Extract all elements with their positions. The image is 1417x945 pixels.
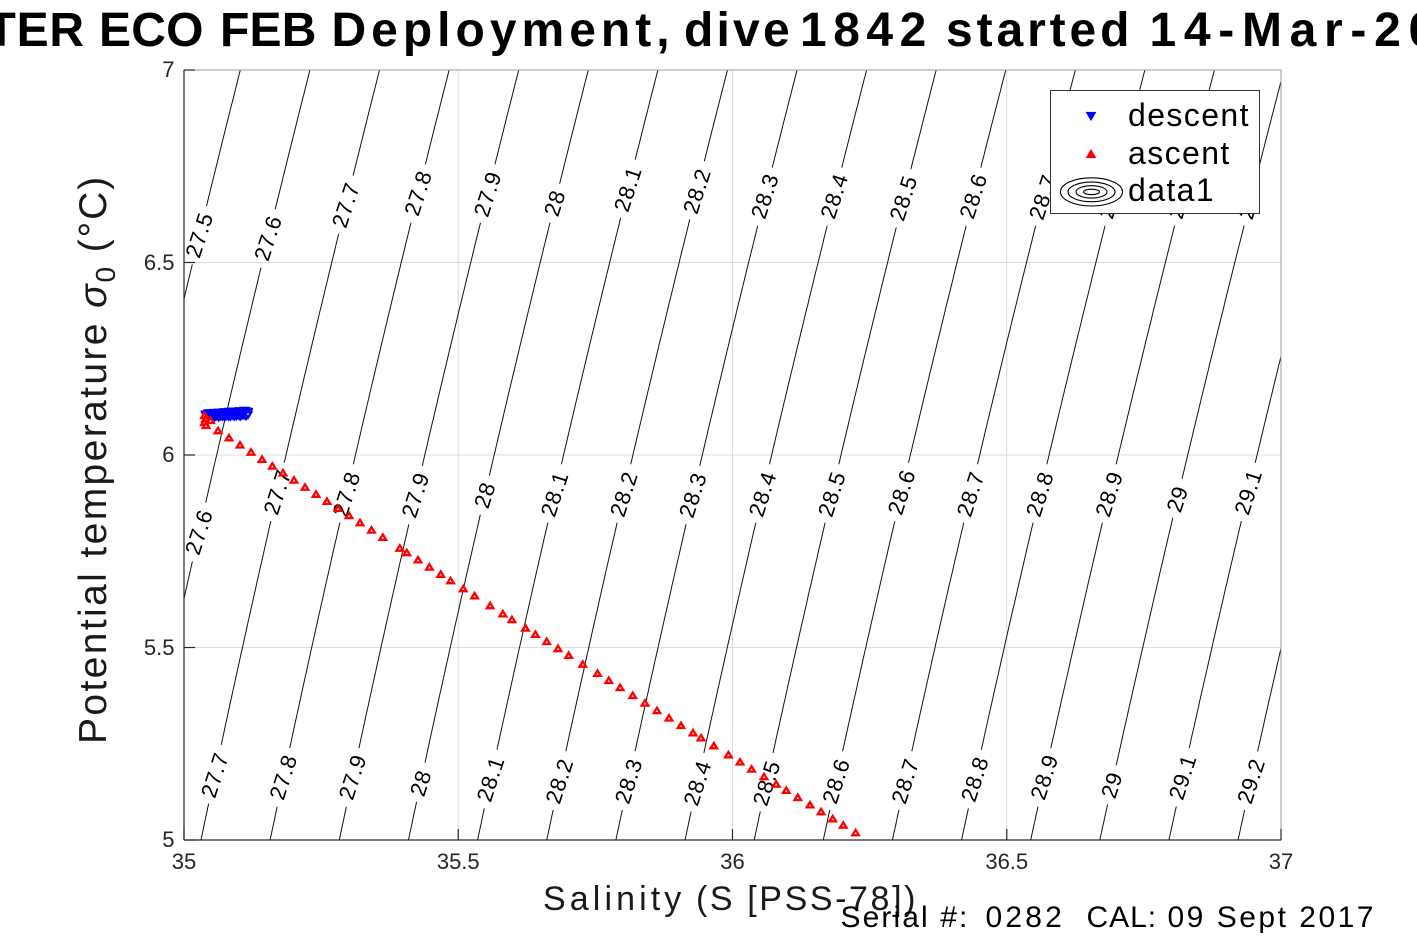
svg-text:28.7: 28.7 — [886, 755, 924, 807]
svg-text:28.4: 28.4 — [744, 468, 782, 520]
svg-text:27.9: 27.9 — [334, 751, 372, 803]
svg-text:28: 28 — [469, 479, 501, 512]
svg-text:27.8: 27.8 — [264, 751, 302, 803]
svg-text:29.1: 29.1 — [1164, 751, 1202, 803]
svg-text:28.6: 28.6 — [817, 755, 855, 807]
svg-text:29: 29 — [1161, 483, 1193, 516]
svg-text:27.6: 27.6 — [180, 506, 218, 558]
svg-text:28.5: 28.5 — [813, 468, 851, 520]
svg-text:29.1: 29.1 — [1229, 466, 1267, 518]
svg-text:27.9: 27.9 — [396, 469, 434, 521]
svg-text:27.7: 27.7 — [327, 179, 365, 231]
svg-text:28: 28 — [539, 187, 571, 220]
svg-text:27.7: 27.7 — [196, 749, 234, 801]
svg-text:28.2: 28.2 — [678, 165, 716, 217]
svg-text:28.9: 28.9 — [1090, 468, 1128, 520]
svg-text:27.7: 27.7 — [258, 466, 296, 518]
svg-text:27.8: 27.8 — [399, 167, 437, 219]
svg-text:28.5: 28.5 — [884, 172, 922, 224]
svg-text:27.5: 27.5 — [180, 209, 218, 261]
svg-text:29.2: 29.2 — [1232, 755, 1270, 807]
svg-text:27.9: 27.9 — [469, 168, 507, 220]
svg-text:28.8: 28.8 — [956, 753, 994, 805]
svg-text:28.1: 28.1 — [609, 163, 647, 215]
svg-text:28.3: 28.3 — [746, 170, 784, 222]
svg-text:27.6: 27.6 — [249, 212, 287, 264]
svg-text:28.9: 28.9 — [1025, 751, 1063, 803]
svg-text:28.6: 28.6 — [954, 170, 992, 222]
svg-text:28.1: 28.1 — [536, 468, 574, 520]
svg-text:28.6: 28.6 — [883, 466, 921, 518]
svg-text:28.4: 28.4 — [678, 757, 716, 809]
svg-text:28.2: 28.2 — [540, 755, 578, 807]
svg-text:28.4: 28.4 — [815, 170, 853, 222]
svg-text:28.8: 28.8 — [1021, 468, 1059, 520]
svg-text:28: 28 — [405, 767, 437, 800]
svg-text:28.2: 28.2 — [605, 468, 643, 520]
svg-text:28.7: 28.7 — [952, 468, 990, 520]
svg-text:29: 29 — [1096, 769, 1128, 802]
svg-text:28.5: 28.5 — [748, 757, 786, 809]
svg-text:28.1: 28.1 — [472, 753, 510, 805]
svg-text:28.3: 28.3 — [610, 755, 648, 807]
svg-text:28.3: 28.3 — [674, 469, 712, 521]
